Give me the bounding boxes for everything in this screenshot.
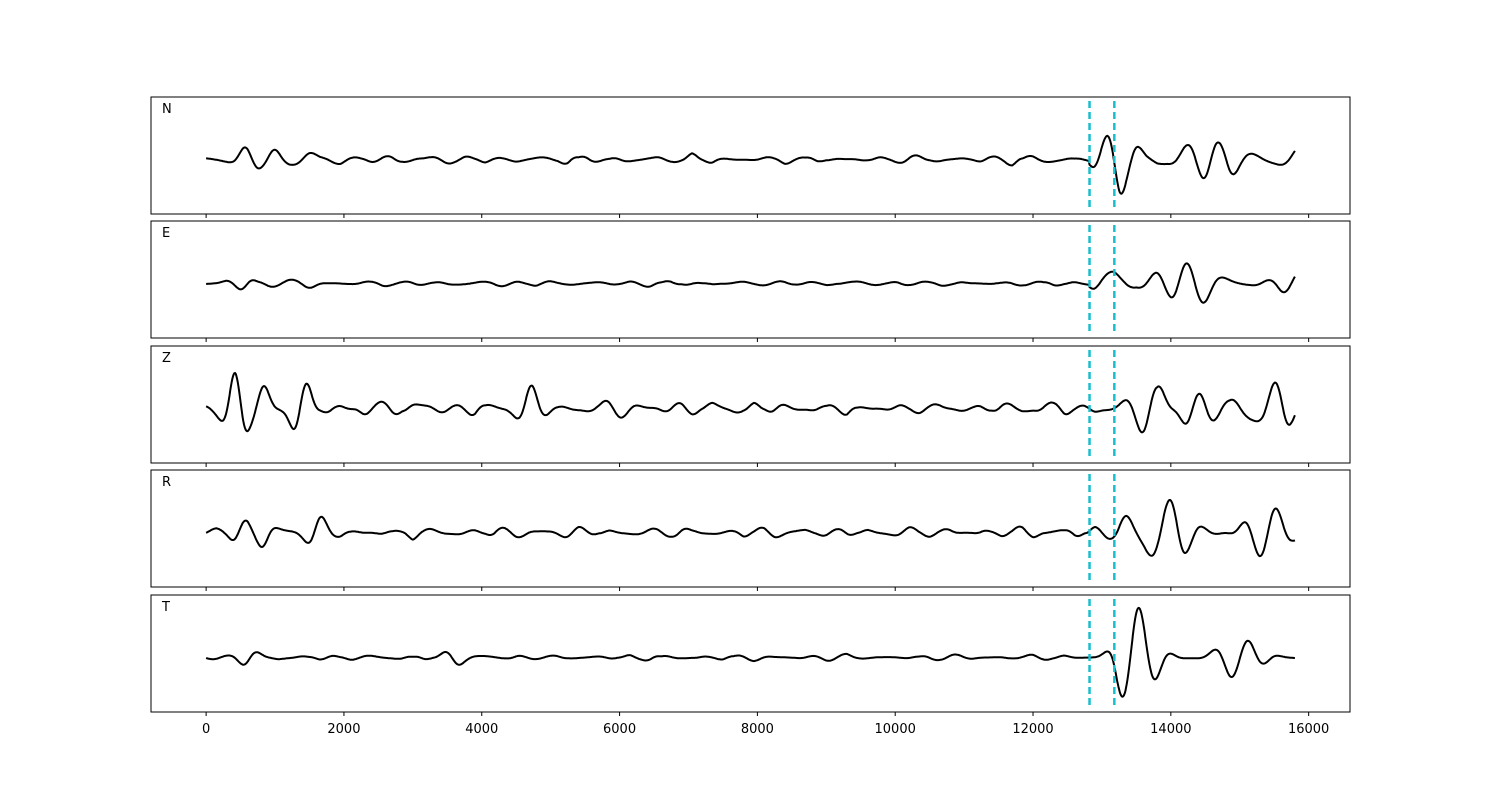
panels-layer: N E Z R T [150,96,1351,716]
panel-label: R [162,475,171,490]
x-tick-label: 0 [202,722,210,737]
panel-frame [150,220,1351,339]
panel-label: Z [162,351,171,366]
panel-frame [150,96,1351,215]
x-axis: 0 2000 4000 6000 8000 10000 12000 14000 16000 [202,722,1329,737]
panel-label: N [162,102,172,117]
x-tick-label: 16000 [1288,722,1329,737]
panel-label: E [162,226,170,241]
x-tick-label: 2000 [327,722,360,737]
trace-r [205,499,1296,558]
panel-e: E [150,220,1351,342]
panel-t: T [150,594,1351,716]
panel-frame [150,594,1351,713]
panel-r: R [150,469,1351,591]
x-tick-label: 12000 [1012,722,1053,737]
x-tick-label: 4000 [465,722,498,737]
panel-frame [150,469,1351,588]
panel-frame [150,345,1351,464]
x-tick-label: 10000 [875,722,916,737]
x-tick-label: 6000 [603,722,636,737]
panel-n: N [150,96,1351,218]
panel-label: T [161,600,170,615]
trace-t [205,606,1295,698]
x-tick-label: 14000 [1150,722,1191,737]
panel-z: Z [150,345,1351,467]
x-tick-label: 8000 [741,722,774,737]
